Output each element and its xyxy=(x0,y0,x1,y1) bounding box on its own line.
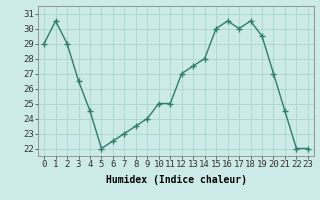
X-axis label: Humidex (Indice chaleur): Humidex (Indice chaleur) xyxy=(106,175,246,185)
